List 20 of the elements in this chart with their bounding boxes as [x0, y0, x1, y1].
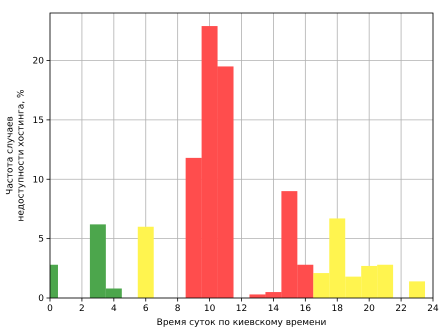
- x-tick-label: 18: [332, 304, 344, 314]
- x-tick-label: 14: [268, 304, 280, 314]
- x-tick-label: 12: [236, 304, 248, 314]
- x-axis-title: Время суток по киевскому времени: [156, 318, 326, 328]
- x-tick-label: 4: [110, 304, 117, 314]
- x-tick-label: 16: [300, 304, 312, 314]
- y-axis-title: Частота случаев недоступности хостинга, %: [6, 88, 26, 222]
- x-tick-label: 2: [79, 304, 85, 314]
- y-tick-label: 10: [32, 175, 44, 186]
- x-tick-label: 8: [174, 304, 181, 314]
- x-tick-label: 0: [47, 304, 54, 314]
- y-tick-label: 15: [32, 116, 44, 126]
- y-tick-label: 0: [38, 294, 44, 304]
- y-tick-label: 20: [32, 56, 44, 66]
- x-tick-label: 10: [204, 304, 216, 314]
- x-tick-label: 20: [363, 304, 376, 314]
- x-tick-label: 22: [395, 304, 407, 314]
- x-tick-label: 24: [427, 304, 439, 314]
- y-tick-label: 5: [38, 234, 44, 245]
- x-tick-label: 6: [142, 304, 149, 314]
